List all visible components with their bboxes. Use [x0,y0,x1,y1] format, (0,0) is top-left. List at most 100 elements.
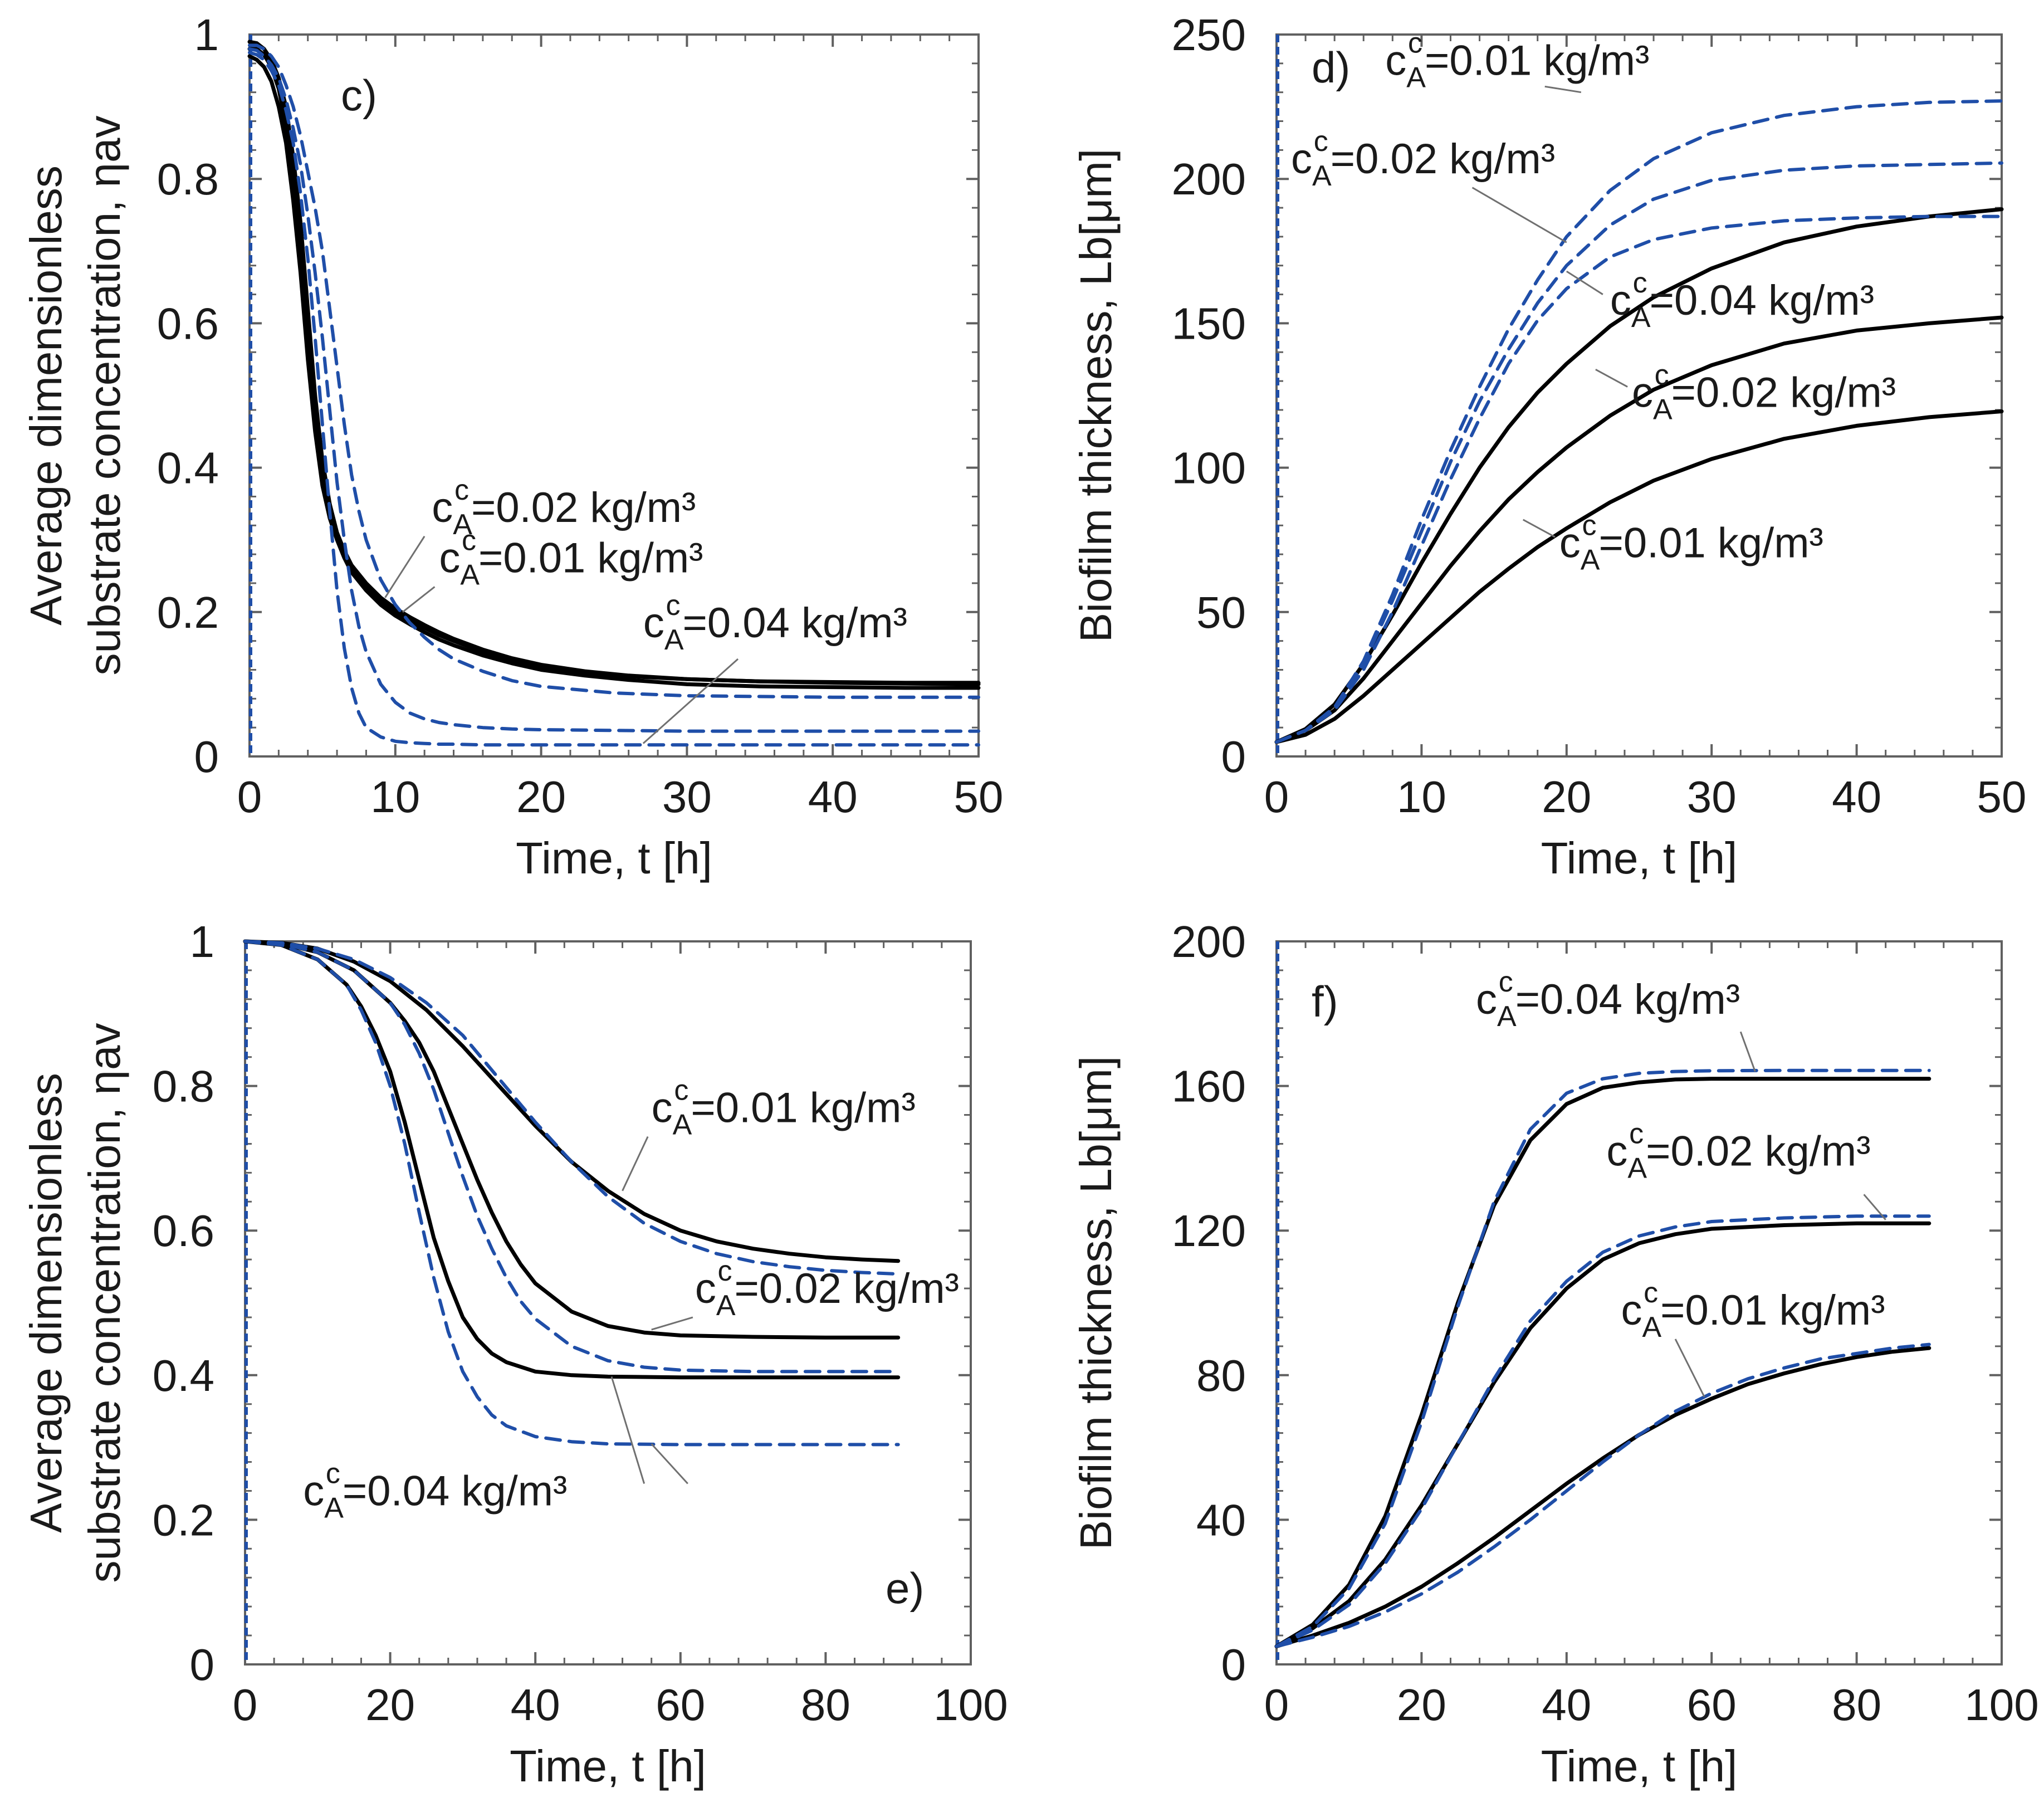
y-tick-label: 0.8 [153,1062,214,1111]
annotation-leader [1544,85,1582,94]
x-tick-label: 40 [1832,772,1881,822]
y-axis-label: Average dimensionless [21,1073,71,1533]
annotation-symbol: c [1559,519,1581,566]
y-tick-label: 0.6 [157,299,219,348]
annotation-subscript: A [324,1492,344,1524]
annotation-label: cAc=0.01 kg/m³ [1621,1277,1885,1344]
y-tick-label: 1 [190,917,215,966]
annotation-symbol: c [643,599,664,647]
x-tick-label: 80 [1832,1680,1881,1730]
y-tick-label: 0.4 [153,1351,214,1400]
panel-label: c) [341,71,377,120]
annotation-symbol: c [303,1467,324,1515]
x-tick-label: 60 [656,1680,705,1730]
series-line-reference-002 [1275,1214,1931,1648]
series-line-reference-002 [1275,161,2003,744]
series-line-model-002 [243,939,901,1340]
annotation-superscript: c [1499,966,1513,998]
annotation-superscript: c [326,1457,340,1489]
x-axis-label: Time, t [h] [516,833,712,883]
annotation-subscript: A [1581,544,1600,576]
annotation-leader [622,1136,649,1191]
y-tick-label: 1 [194,10,219,60]
annotation-value: =0.02 kg/m³ [1331,135,1555,183]
x-tick-label: 20 [365,1680,415,1730]
series-line-reference-004 [243,940,900,1447]
x-tick-label: 40 [808,772,858,822]
annotation-label: cAc=0.02 kg/m³ [1606,1117,1870,1184]
annotation-symbol: c [1632,369,1653,417]
y-tick-label: 150 [1172,299,1246,348]
chart-panel-c: 0 10 20 30 40 50 0 0.2 0.4 0.6 0.8 1 Time, t [h] Aver… [21,10,1003,883]
x-tick-label: 100 [933,1680,1008,1730]
series-line-model-001 [247,47,981,685]
y-tick-label: 200 [1172,154,1246,204]
annotation-leader [1674,1339,1705,1398]
annotation-symbol: c [1291,135,1312,183]
series-line-reference-001 [243,940,900,1276]
series-line-reference-004 [248,51,980,747]
annotation-subscript: A [1631,301,1651,334]
y-axis-label: Biofilm thickness, Lb[μm] [1071,1056,1121,1550]
y-tick-label: 0.2 [157,588,219,637]
series-line-reference-002 [243,940,900,1374]
annotation-value: =0.04 kg/m³ [1650,277,1874,324]
y-tick-label: 100 [1172,443,1246,493]
annotation-superscript: c [462,525,476,557]
annotation-superscript: c [1629,1117,1644,1150]
y-axis-label: Biofilm thickness, Lb[μm] [1071,149,1121,642]
annotation-value: =0.02 kg/m³ [1671,369,1896,417]
x-tick-label: 60 [1687,1680,1737,1730]
annotation-subscript: A [453,509,472,541]
annotation-value: =0.01 kg/m³ [691,1085,915,1132]
x-tick-label: 30 [1687,772,1737,822]
annotation-value: =0.01 kg/m³ [1598,519,1823,566]
x-tick-label: 40 [511,1680,560,1730]
series-line-model-004 [1274,207,2004,744]
panel-label: e) [886,1564,924,1613]
series-line-reference-001 [248,43,980,699]
annotation-leader [1739,1031,1756,1072]
annotation-leader [1566,270,1603,295]
annotation-superscript: c [1655,359,1669,392]
annotation-label: cAc=0.02 kg/m³ [1291,125,1555,192]
annotation-leader [1471,187,1567,243]
annotation-leader [651,1443,688,1484]
annotation-subscript: A [1406,62,1426,94]
series-line-model-004 [247,54,981,690]
x-tick-label: 20 [516,772,566,822]
y-axis-label: Average dimensionless [21,165,71,626]
x-tick-label: 10 [1397,772,1446,822]
annotation-symbol: c [1606,1127,1627,1175]
annotation-superscript: c [454,474,469,506]
y-axis-label: substrate concentration, ηav [80,1023,129,1583]
annotation-symbol: c [1621,1287,1642,1334]
annotation-value: =0.02 kg/m³ [471,484,696,531]
series-line-reference-004 [1275,1068,1931,1648]
series-line-model-002 [1274,1221,1931,1649]
y-axis-label: substrate concentration, ηav [80,115,129,675]
annotation-label: cAc=0.02 kg/m³ [432,474,696,541]
annotation-symbol: c [1385,37,1406,85]
annotation-leader [1522,519,1556,538]
x-tick-label: 50 [1977,772,2027,822]
y-tick-label: 0 [1221,732,1246,782]
annotation-symbol: c [1476,976,1497,1023]
annotation-symbol: c [439,535,460,582]
annotation-leader [651,1316,693,1331]
x-tick-label: 80 [801,1680,850,1730]
chart-panel-e: 0 20 40 60 80 100 0 0.2 0.4 0.6 0.8 1 Time, t [h] Ave… [21,917,1008,1791]
y-tick-label: 80 [1196,1351,1246,1400]
series-line-reference-002 [248,47,980,733]
y-tick-label: 120 [1172,1206,1246,1256]
x-tick-label: 20 [1542,772,1591,822]
y-tick-label: 160 [1172,1062,1246,1111]
annotation-label: cAc=0.04 kg/m³ [303,1457,567,1524]
annotation-leader [1595,369,1628,388]
x-tick-label: 50 [954,772,1004,822]
series-line-reference-001 [1275,1342,1931,1648]
chart-panel-f: 0 20 40 60 80 100 0 40 80 120 160 200 Time, t [h] Bio… [1071,917,2039,1791]
series-line-model-001 [1274,1346,1931,1649]
x-tick-label: 20 [1397,1680,1446,1730]
series-line-model-002 [247,40,981,686]
